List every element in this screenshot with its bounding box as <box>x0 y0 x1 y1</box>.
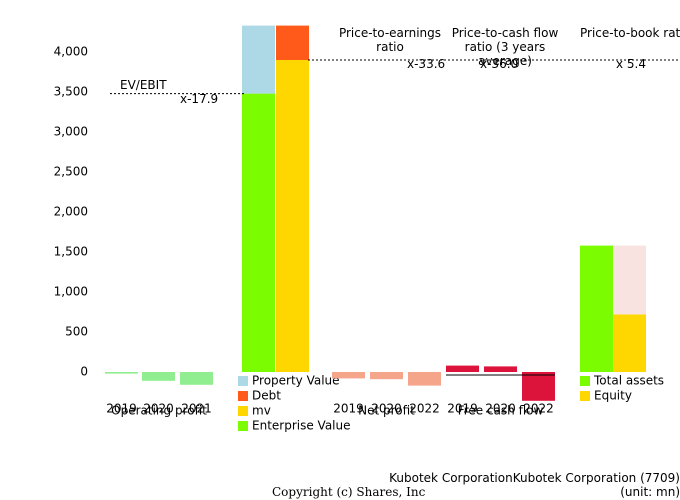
bar <box>446 365 479 372</box>
x-tick-label: 2020 <box>485 402 516 416</box>
bar <box>180 372 213 385</box>
ratio-label: Price-to-book ratio <box>580 26 680 40</box>
bar <box>142 372 175 381</box>
group-label: Free cash flow <box>458 404 544 418</box>
bar <box>408 372 441 386</box>
ratio-value: x-17.9 <box>180 92 219 106</box>
legend-swatch <box>580 376 590 386</box>
y-tick-label: 0 <box>80 365 88 379</box>
x-tick-label: 2021 <box>181 402 212 416</box>
legend-swatch <box>238 406 248 416</box>
x-tick-label: 2022 <box>409 402 440 416</box>
ratio-label: Price-to-earnings ratio <box>338 26 442 54</box>
legend-label: Debt <box>252 389 281 403</box>
x-tick-label: 2020 <box>143 402 174 416</box>
company: Kubotek CorporationKubotek Corporation (… <box>389 471 680 485</box>
bar-segment <box>276 60 309 372</box>
bar <box>105 372 138 374</box>
group-label: Net profit <box>358 404 415 418</box>
x-tick-label: 2022 <box>523 402 554 416</box>
ratio-value: x-33.6 <box>407 57 446 71</box>
ratio-label: EV/EBIT <box>120 78 167 92</box>
legend-label: Equity <box>594 389 632 403</box>
bar-segment <box>242 25 275 94</box>
unit: (unit: mn) <box>620 485 680 499</box>
legend-label: Enterprise Value <box>252 419 351 433</box>
x-tick-label: 2019 <box>106 402 137 416</box>
y-tick-label: 500 <box>65 325 88 339</box>
bar <box>370 372 403 380</box>
x-tick-label: 2019 <box>333 402 364 416</box>
ratio-value: x 5.4 <box>616 57 646 71</box>
y-tick-label: 1,000 <box>54 285 88 299</box>
y-tick-label: 1,500 <box>54 245 88 259</box>
legend-label: Total assets <box>593 374 664 388</box>
y-tick-label: 4,000 <box>54 45 88 59</box>
legend-label: Property Value <box>252 374 340 388</box>
y-tick-label: 3,000 <box>54 125 88 139</box>
y-tick-label: 2,000 <box>54 205 88 219</box>
legend-label: mv <box>252 404 271 418</box>
group-label: Operating profit <box>111 404 207 418</box>
bar-segment <box>276 25 309 61</box>
bar <box>332 372 365 379</box>
bar-segment <box>242 93 275 372</box>
legend-swatch <box>238 421 248 431</box>
bar-segment <box>613 245 646 315</box>
bar <box>522 372 555 401</box>
legend-swatch <box>238 391 248 401</box>
y-tick-label: 2,500 <box>54 165 88 179</box>
bar-segment <box>613 314 646 372</box>
x-tick-label: 2020 <box>371 402 402 416</box>
copyright: Copyright (c) Shares, Inc <box>272 485 426 499</box>
legend-swatch <box>238 376 248 386</box>
legend-swatch <box>580 391 590 401</box>
ratio-label: Price-to-cash flow ratio (3 years averag… <box>451 26 559 68</box>
y-tick-label: 3,500 <box>54 85 88 99</box>
ratio-value: x-36.0 <box>480 57 519 71</box>
bar <box>484 366 517 372</box>
x-tick-label: 2019 <box>447 402 478 416</box>
bar-segment <box>580 245 613 372</box>
